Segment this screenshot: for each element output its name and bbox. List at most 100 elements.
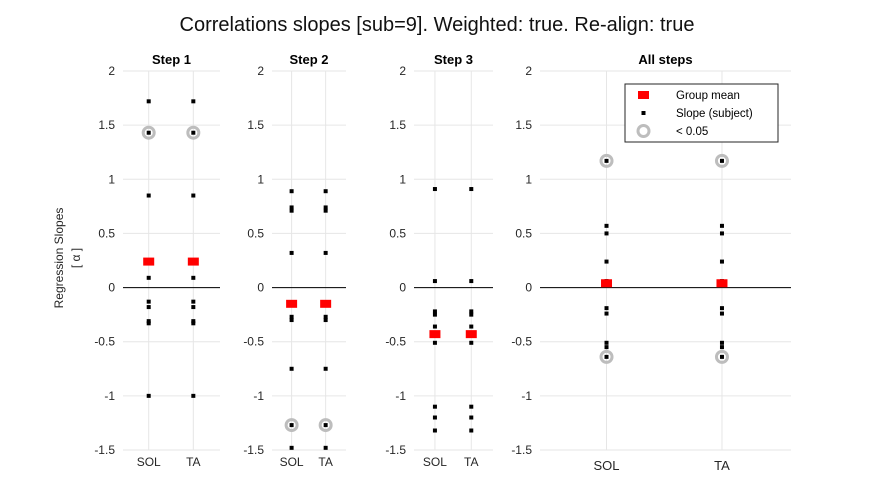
x-tick-label: SOL <box>423 455 447 469</box>
slope-point <box>719 306 724 311</box>
slope-point <box>604 259 609 264</box>
slope-point <box>469 312 474 317</box>
slope-point <box>432 279 437 284</box>
slope-point <box>604 231 609 236</box>
slope-point <box>432 187 437 192</box>
panel-1: -1.5 -1 -0.5 0 0.5 1 1.5 2 SOL TA Step 1 <box>94 52 220 469</box>
slope-point <box>146 321 151 326</box>
slope-point <box>289 423 294 428</box>
panels: -1.5 -1 -0.5 0 0.5 1 1.5 2 SOL TA Step 1 -1.5 -1 -0.5… <box>94 52 791 473</box>
group-mean-marker <box>716 279 728 288</box>
y-tick-label: -0.5 <box>243 335 264 349</box>
y-tick-label: 1 <box>257 172 264 186</box>
x-tick-label: SOL <box>594 458 620 473</box>
x-tick-label: TA <box>464 455 478 469</box>
panel-title: Step 2 <box>289 52 328 67</box>
x-tick-label: SOL <box>137 455 161 469</box>
group-mean-marker <box>601 279 613 288</box>
slope-point <box>323 205 328 210</box>
y-tick-label: 1.5 <box>98 118 115 132</box>
slope-point <box>191 130 196 135</box>
slope-point <box>469 428 474 433</box>
slope-point <box>469 187 474 192</box>
y-tick-label: -0.5 <box>94 335 115 349</box>
slope-point <box>323 314 328 319</box>
slope-point <box>469 404 474 409</box>
slope-point <box>191 393 196 398</box>
panel-4: -1.5 -1 -0.5 0 0.5 1 1.5 2 SOL TA All steps <box>511 52 791 473</box>
slope-point <box>191 319 196 324</box>
slope-point <box>719 340 724 345</box>
slope-point <box>323 189 328 194</box>
y-tick-label: 1 <box>399 172 406 186</box>
significance-marker <box>186 125 201 140</box>
slope-point <box>323 208 328 213</box>
slope-point <box>604 340 609 345</box>
panel-2: -1.5 -1 -0.5 0 0.5 1 1.5 2 SOL TA Step 2 <box>243 52 346 469</box>
slope-point <box>191 275 196 280</box>
slope-point <box>289 250 294 255</box>
y-tick-label: -0.5 <box>385 335 406 349</box>
slope-point <box>146 305 151 310</box>
significance-marker <box>599 153 614 168</box>
slope-point <box>604 306 609 311</box>
group-mean-marker <box>143 257 155 266</box>
slope-point <box>604 354 609 359</box>
y-tick-label: -1 <box>104 389 115 403</box>
slope-point <box>146 193 151 198</box>
slope-point <box>432 340 437 345</box>
slope-point <box>432 428 437 433</box>
y-tick-label: -1 <box>521 389 532 403</box>
slope-point <box>289 205 294 210</box>
slope-point <box>719 158 724 163</box>
slope-point <box>604 223 609 228</box>
slope-point <box>719 223 724 228</box>
slope-point <box>146 99 151 104</box>
y-tick-label: 1 <box>525 172 532 186</box>
x-tick-label: TA <box>714 458 730 473</box>
slope-point <box>191 99 196 104</box>
y-tick-label: 0.5 <box>389 226 406 240</box>
slope-point <box>146 393 151 398</box>
slope-point <box>719 259 724 264</box>
slope-point <box>323 423 328 428</box>
slope-point <box>146 299 151 304</box>
legend-label: < 0.05 <box>676 126 708 138</box>
slope-point <box>469 340 474 345</box>
y-tick-label: 0 <box>257 281 264 295</box>
slope-point <box>432 415 437 420</box>
slope-point <box>432 309 437 314</box>
group-mean-marker <box>465 330 477 339</box>
significance-marker <box>284 418 299 433</box>
slope-point <box>604 158 609 163</box>
x-tick-label: TA <box>186 455 200 469</box>
y-tick-label: 2 <box>257 64 264 78</box>
slope-point <box>719 311 724 316</box>
slope-point <box>469 279 474 284</box>
significance-marker <box>141 125 156 140</box>
slope-point <box>469 415 474 420</box>
x-tick-label: TA <box>318 455 332 469</box>
y-tick-label: -0.5 <box>511 335 532 349</box>
y-tick-label: 2 <box>108 64 115 78</box>
slope-point <box>289 318 294 323</box>
slope-point <box>323 250 328 255</box>
y-tick-label: 0.5 <box>98 226 115 240</box>
significance-marker <box>599 349 614 364</box>
slope-point <box>146 130 151 135</box>
slope-point <box>191 299 196 304</box>
slope-point <box>146 275 151 280</box>
slope-point <box>191 305 196 310</box>
x-tick-label: SOL <box>280 455 304 469</box>
slope-point <box>289 189 294 194</box>
significance-marker <box>714 153 729 168</box>
y-tick-label: 1.5 <box>247 118 264 132</box>
y-tick-label: 0.5 <box>515 226 532 240</box>
group-mean-marker <box>429 330 441 339</box>
y-tick-label: -1.5 <box>243 443 264 457</box>
slope-point <box>289 366 294 371</box>
significance-marker <box>714 349 729 364</box>
significance-marker <box>318 418 333 433</box>
legend-label: Slope (subject) <box>676 108 753 120</box>
